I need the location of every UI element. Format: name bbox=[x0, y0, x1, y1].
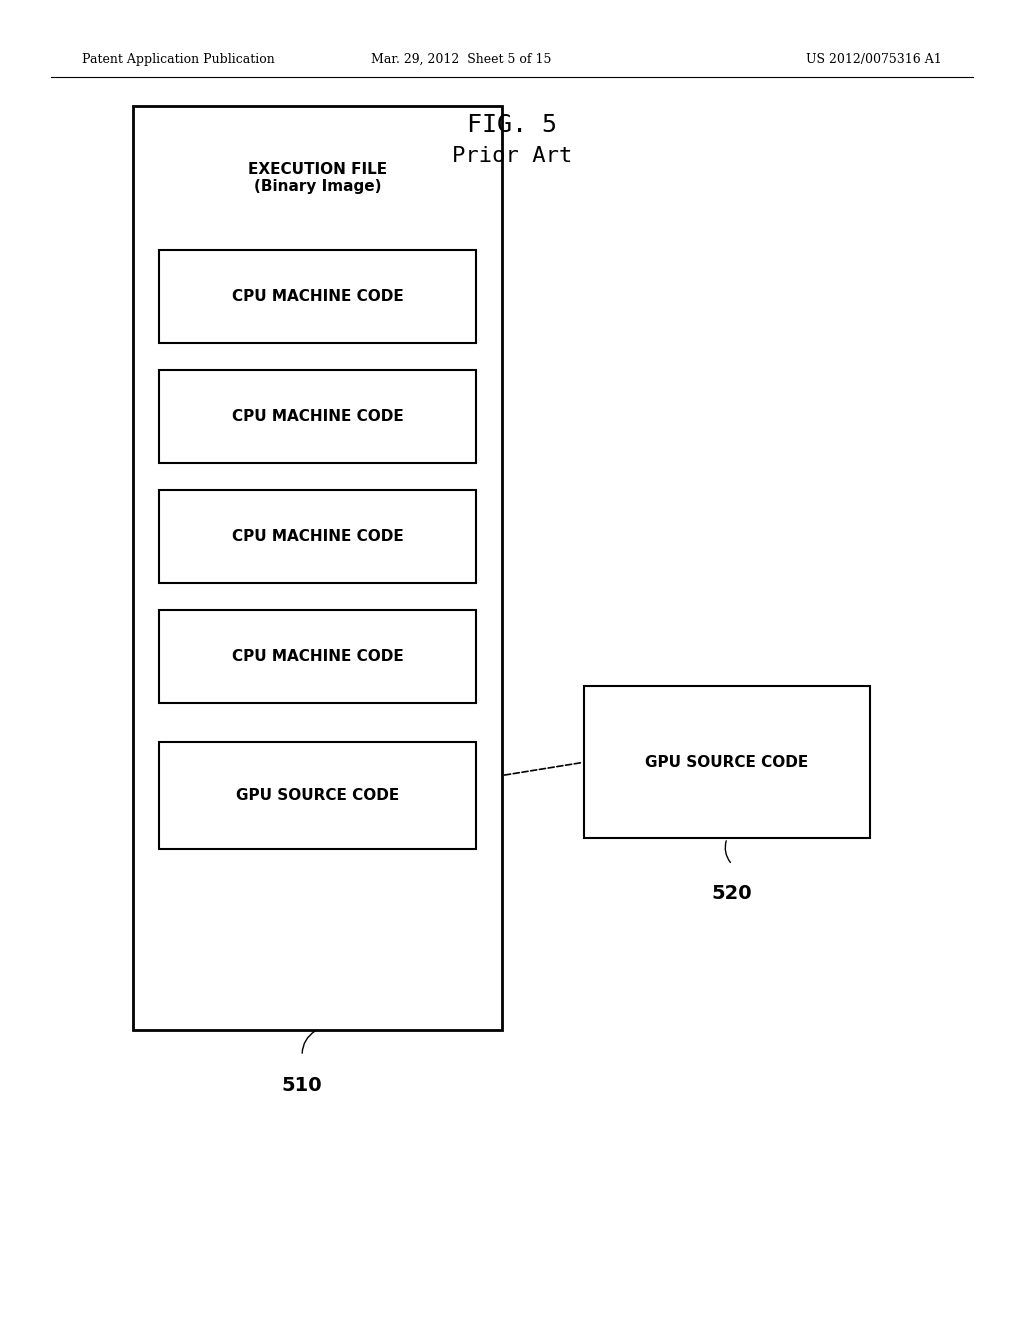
FancyBboxPatch shape bbox=[159, 370, 476, 463]
FancyBboxPatch shape bbox=[133, 106, 502, 1030]
Text: EXECUTION FILE
(Binary Image): EXECUTION FILE (Binary Image) bbox=[248, 162, 387, 194]
Text: US 2012/0075316 A1: US 2012/0075316 A1 bbox=[806, 53, 942, 66]
FancyBboxPatch shape bbox=[159, 490, 476, 583]
FancyBboxPatch shape bbox=[159, 610, 476, 704]
FancyBboxPatch shape bbox=[584, 686, 870, 838]
Text: GPU SOURCE CODE: GPU SOURCE CODE bbox=[645, 755, 809, 770]
Text: Patent Application Publication: Patent Application Publication bbox=[82, 53, 274, 66]
FancyBboxPatch shape bbox=[159, 249, 476, 343]
Text: FIG. 5: FIG. 5 bbox=[467, 114, 557, 137]
Text: CPU MACHINE CODE: CPU MACHINE CODE bbox=[231, 409, 403, 424]
Text: Mar. 29, 2012  Sheet 5 of 15: Mar. 29, 2012 Sheet 5 of 15 bbox=[371, 53, 551, 66]
Text: 510: 510 bbox=[282, 1076, 323, 1094]
FancyBboxPatch shape bbox=[159, 742, 476, 849]
Text: CPU MACHINE CODE: CPU MACHINE CODE bbox=[231, 649, 403, 664]
Text: Prior Art: Prior Art bbox=[452, 145, 572, 166]
Text: CPU MACHINE CODE: CPU MACHINE CODE bbox=[231, 529, 403, 544]
Text: GPU SOURCE CODE: GPU SOURCE CODE bbox=[236, 788, 399, 803]
Text: 520: 520 bbox=[712, 884, 753, 903]
Text: CPU MACHINE CODE: CPU MACHINE CODE bbox=[231, 289, 403, 304]
